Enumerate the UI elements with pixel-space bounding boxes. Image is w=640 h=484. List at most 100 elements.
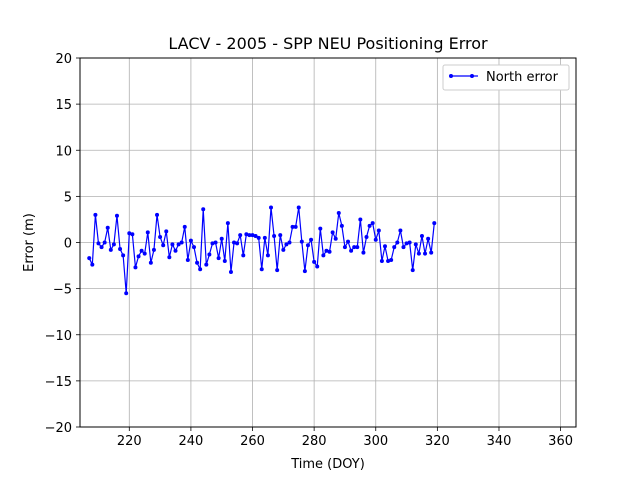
data-point: [176, 242, 181, 247]
y-tick-label: −15: [45, 375, 72, 390]
data-point: [361, 250, 366, 255]
data-point: [210, 241, 215, 246]
data-point: [401, 245, 406, 250]
y-tick-label: −10: [45, 329, 72, 344]
data-point: [349, 248, 354, 253]
x-axis-label: Time (DOY): [290, 457, 365, 472]
data-point: [426, 236, 431, 241]
data-point: [278, 233, 283, 238]
data-point: [155, 212, 160, 217]
data-point: [333, 236, 338, 241]
data-point: [130, 232, 135, 237]
data-point: [318, 226, 323, 231]
data-point: [164, 229, 169, 234]
data-point: [432, 221, 437, 226]
data-point: [145, 230, 150, 235]
data-point: [99, 245, 104, 250]
data-point: [253, 234, 258, 239]
data-point: [232, 240, 237, 245]
x-tick-label: 320: [425, 434, 450, 449]
data-point: [419, 234, 424, 239]
data-point: [228, 270, 233, 275]
data-point: [167, 255, 172, 260]
data-point: [111, 242, 116, 247]
x-tick-label: 280: [302, 434, 327, 449]
y-tick-label: 20: [55, 52, 72, 67]
x-tick-label: 360: [548, 434, 573, 449]
y-tick-label: 0: [64, 237, 72, 252]
data-point: [213, 240, 218, 245]
data-point: [121, 253, 126, 258]
data-point: [151, 247, 156, 252]
data-point: [170, 242, 175, 247]
data-point: [429, 250, 434, 255]
data-point: [191, 245, 196, 250]
data-point: [287, 240, 292, 245]
data-point: [244, 232, 249, 237]
data-point: [185, 258, 190, 263]
data-point: [296, 205, 301, 210]
data-point: [114, 213, 119, 218]
data-point: [290, 224, 295, 229]
y-tick-label: −20: [45, 421, 72, 436]
data-point: [367, 223, 372, 228]
data-point: [195, 260, 200, 265]
data-point: [124, 291, 129, 296]
data-point: [376, 228, 381, 233]
data-point: [198, 267, 203, 272]
data-point: [299, 239, 304, 244]
data-point: [305, 243, 310, 248]
data-point: [235, 241, 240, 246]
data-point: [256, 235, 261, 240]
data-point: [136, 254, 141, 259]
data-point: [179, 240, 184, 245]
data-point: [93, 212, 98, 217]
data-point: [302, 269, 307, 274]
data-point: [272, 234, 277, 239]
data-point: [173, 248, 178, 253]
data-point: [358, 217, 363, 222]
y-axis-label: Error (m): [22, 213, 37, 272]
data-point: [238, 233, 243, 238]
data-point: [284, 242, 289, 247]
data-point: [201, 207, 206, 212]
data-point: [339, 223, 344, 228]
data-point: [161, 243, 166, 248]
data-point: [108, 247, 113, 252]
data-point: [386, 258, 391, 263]
y-tick-label: 5: [64, 190, 72, 205]
data-point: [410, 268, 415, 273]
data-point: [293, 224, 298, 229]
data-point: [309, 237, 314, 242]
data-point: [139, 248, 144, 253]
data-point: [127, 231, 132, 236]
data-point: [87, 256, 92, 261]
x-axis: 220 240 260 280 300 320 340 360: [117, 427, 573, 449]
data-point: [389, 258, 394, 263]
data-point: [133, 265, 138, 270]
data-point: [250, 233, 255, 238]
data-point: [247, 233, 252, 238]
data-point: [413, 242, 418, 247]
data-point: [241, 253, 246, 258]
data-point: [188, 238, 193, 243]
data-point: [225, 221, 230, 226]
data-point: [281, 247, 286, 252]
data-point: [142, 251, 147, 256]
data-point: [315, 264, 320, 269]
data-point: [207, 252, 212, 257]
data-point: [382, 244, 387, 249]
data-point: [275, 268, 280, 273]
data-point: [102, 240, 107, 245]
legend-marker: [449, 74, 453, 78]
data-point: [321, 253, 326, 258]
data-point: [416, 251, 421, 256]
data-point: [262, 235, 267, 240]
data-point: [407, 240, 412, 245]
data-point: [395, 240, 400, 245]
data-point: [324, 248, 329, 253]
data-point: [259, 267, 264, 272]
series-layer: [87, 205, 437, 296]
data-point: [96, 241, 101, 246]
